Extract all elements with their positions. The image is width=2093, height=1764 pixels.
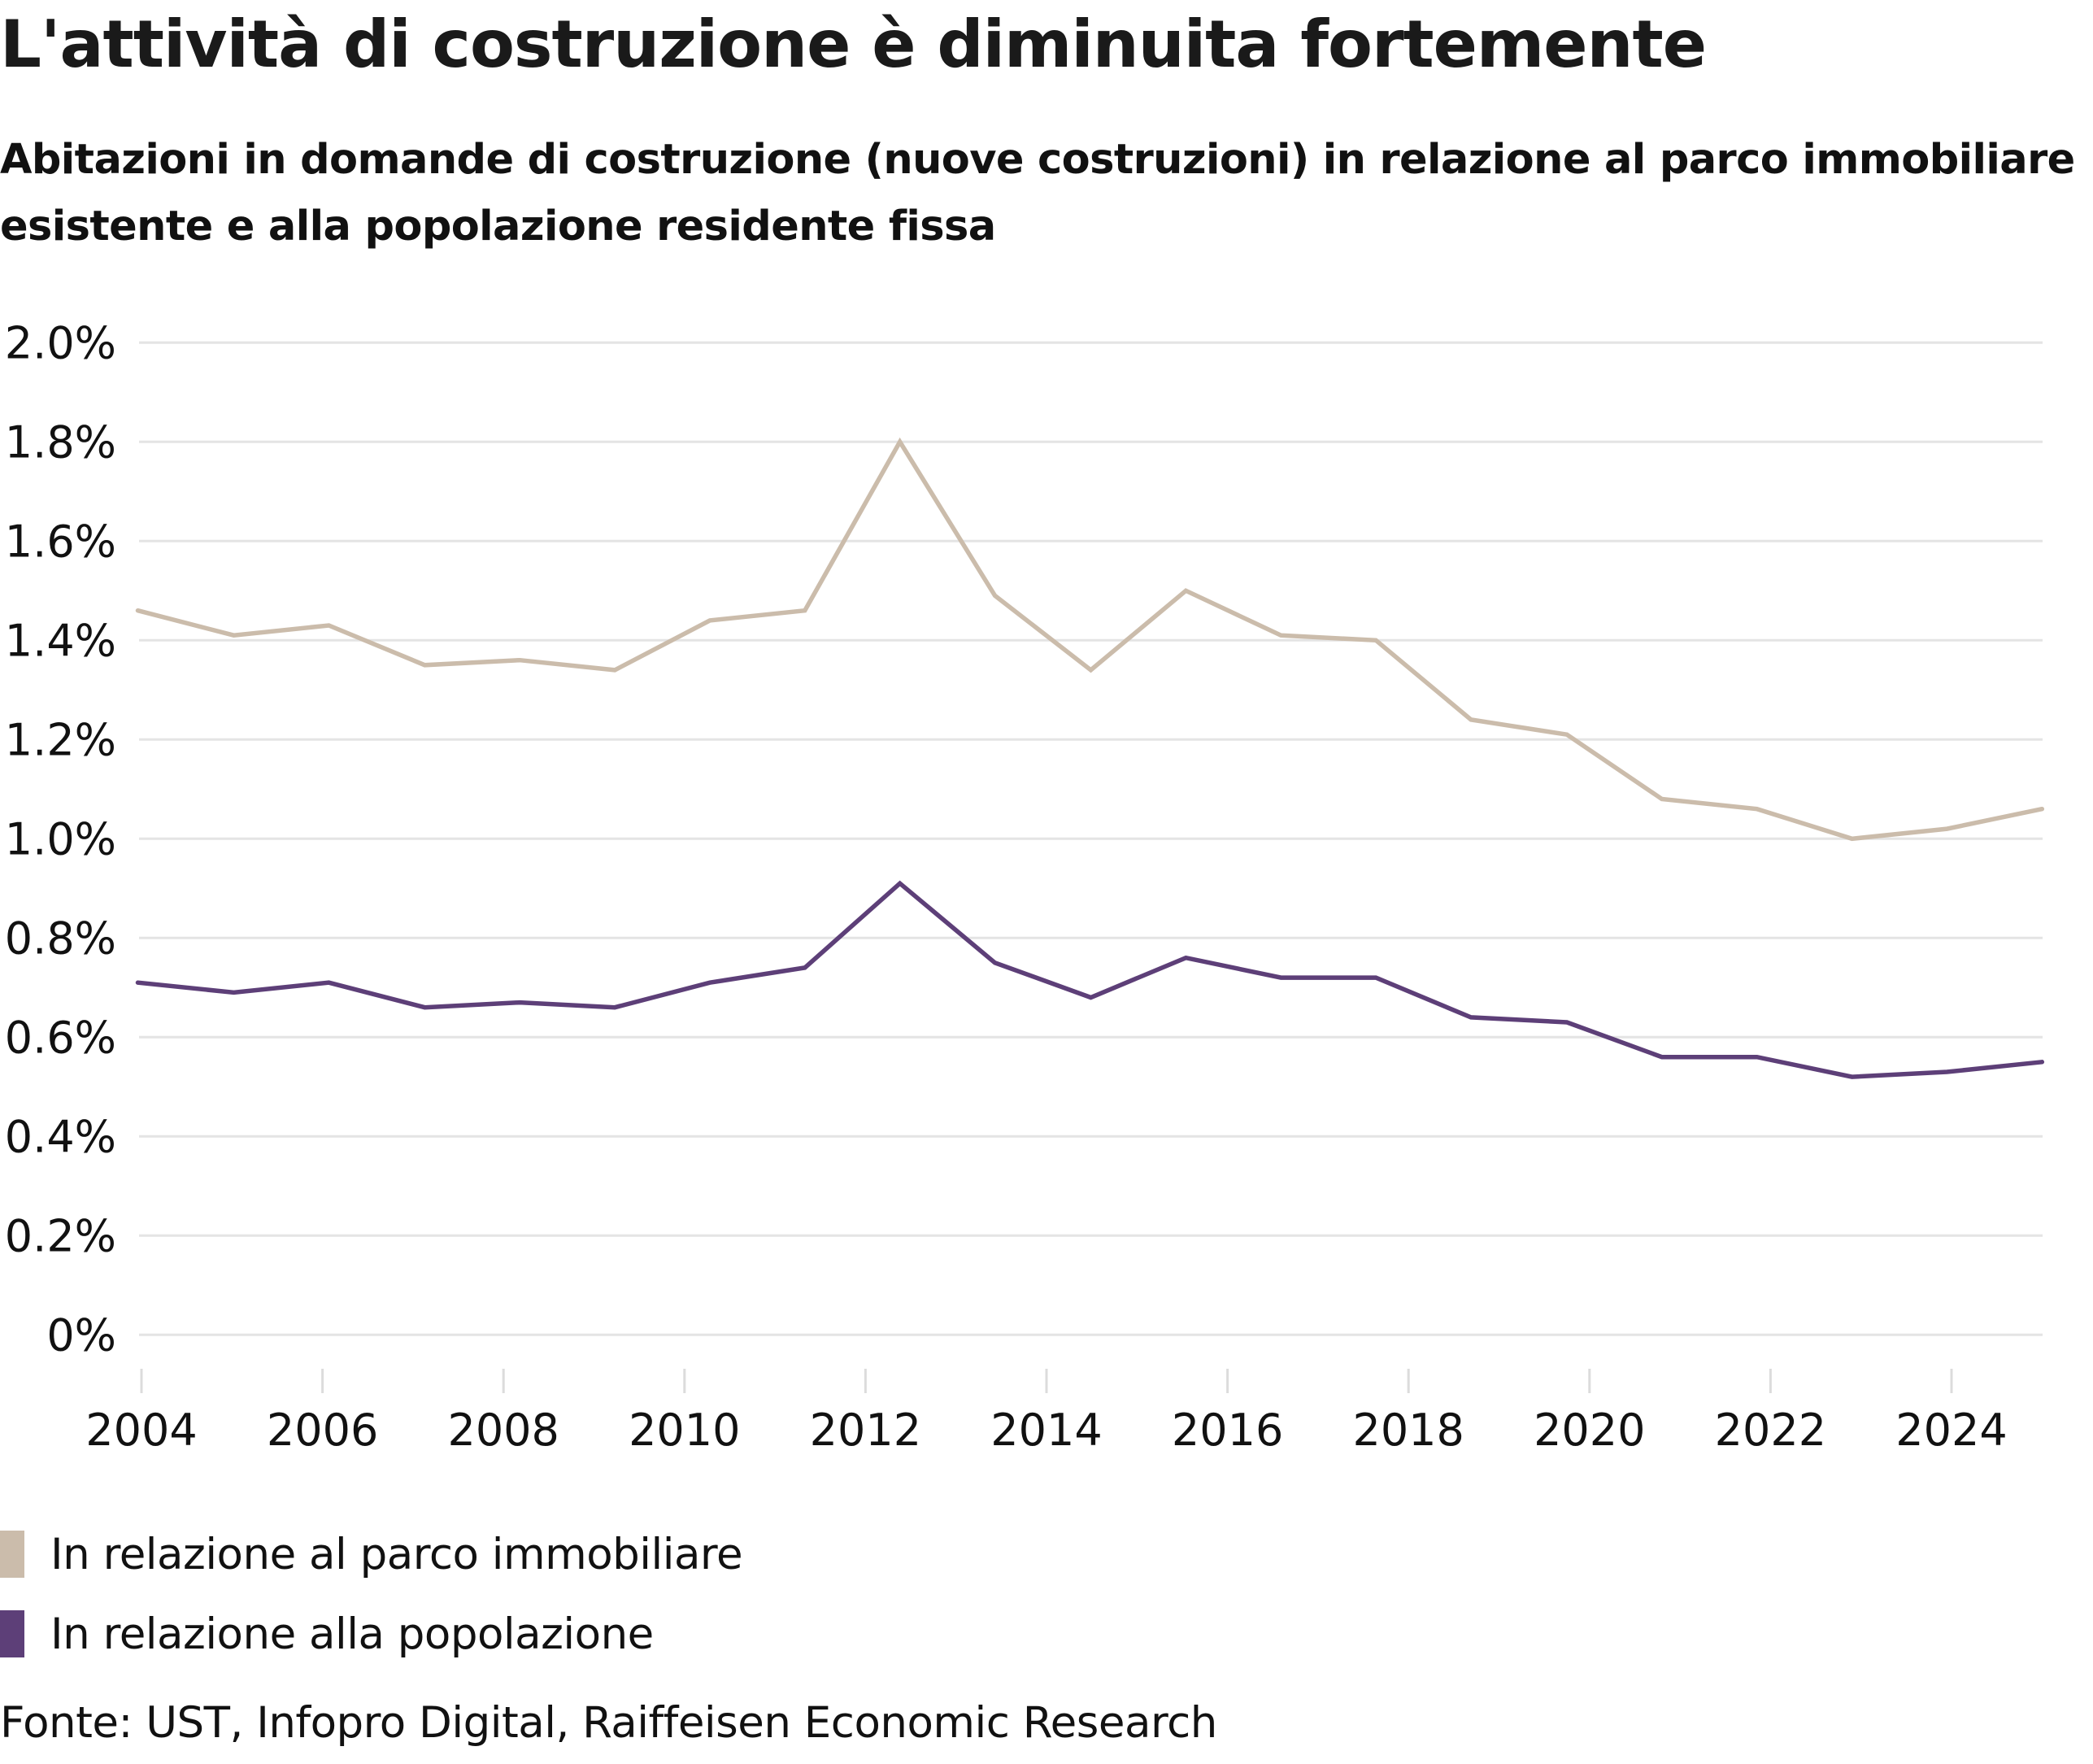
series-line-popolazione [135, 880, 2045, 1079]
legend: In relazione al parco immobiliare In rel… [0, 1514, 743, 1674]
x-axis: 2004 2006 2008 2010 2012 2014 2016 2018 2020 2022… [85, 1369, 2008, 1456]
series-lines [135, 437, 2045, 1079]
x-tick-label: 2022 [1715, 1405, 1826, 1456]
x-tick-label: 2018 [1352, 1405, 1464, 1456]
y-tick-label: 1.2% [5, 714, 116, 765]
y-tick-label: 1.0% [5, 813, 116, 865]
gridlines [139, 341, 2043, 1336]
subtitle-line-1: Abitazioni in domande di costruzione (nu… [0, 136, 2075, 184]
legend-swatch-parco [0, 1531, 24, 1578]
chart-subtitle: Abitazioni in domande di costruzione (nu… [0, 127, 2093, 260]
x-tick-label: 2024 [1895, 1405, 2007, 1456]
x-tick-label: 2020 [1534, 1405, 1645, 1456]
series-line-parco-immobiliare [135, 437, 2045, 842]
x-tick-label: 2006 [267, 1405, 378, 1456]
subtitle-line-2: esistente e alla popolazione residente f… [0, 203, 996, 250]
y-tick-label: 0.8% [5, 912, 116, 964]
y-tick-label: 2.0% [5, 317, 116, 368]
y-tick-label: 0% [46, 1309, 116, 1361]
legend-item-parco: In relazione al parco immobiliare [0, 1514, 743, 1594]
x-tick-label: 2012 [810, 1405, 921, 1456]
legend-label-popolazione: In relazione alla popolazione [50, 1609, 654, 1659]
chart-title: L'attività di costruzione è diminuita fo… [0, 7, 1707, 82]
y-tick-label: 1.4% [5, 615, 116, 666]
y-tick-label: 0.4% [5, 1111, 116, 1162]
y-tick-label: 1.8% [5, 416, 116, 468]
y-axis-tick-labels: 0% 0.2% 0.4% 0.6% 0.8% 1.0% 1.2% 1.4% 1.6% 1.8% 2.… [5, 317, 116, 1361]
legend-item-popolazione: In relazione alla popolazione [0, 1594, 742, 1674]
y-tick-label: 0.2% [5, 1210, 116, 1261]
legend-label-parco: In relazione al parco immobiliare [50, 1529, 743, 1579]
x-tick-label: 2010 [629, 1405, 740, 1456]
x-tick-label: 2008 [447, 1405, 559, 1456]
x-tick-label: 2014 [990, 1405, 1102, 1456]
y-tick-label: 1.6% [5, 516, 116, 567]
y-tick-label: 0.6% [5, 1012, 116, 1063]
x-tick-label: 2004 [85, 1405, 197, 1456]
x-tick-label: 2016 [1172, 1405, 1283, 1456]
line-chart: 0% 0.2% 0.4% 0.6% 0.8% 1.0% 1.2% 1.4% 1.6% 1.8% 2.… [5, 317, 2045, 1456]
source-note: Fonte: UST, Infopro Digital, Raiffeisen … [0, 1698, 1217, 1748]
legend-swatch-popolazione [0, 1610, 24, 1657]
